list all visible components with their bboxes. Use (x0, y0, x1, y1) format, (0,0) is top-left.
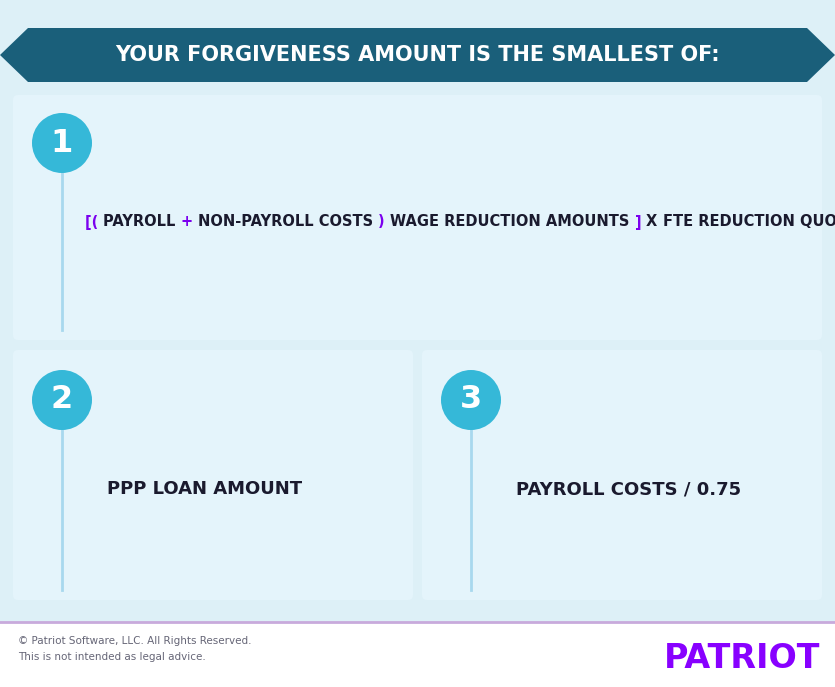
Text: ]: ] (635, 214, 646, 229)
Text: 1: 1 (51, 128, 73, 159)
FancyBboxPatch shape (13, 95, 822, 340)
Text: NON-PAYROLL COSTS: NON-PAYROLL COSTS (198, 214, 378, 229)
Text: X: X (646, 214, 663, 229)
FancyBboxPatch shape (422, 350, 822, 600)
Circle shape (441, 370, 501, 430)
Circle shape (32, 113, 92, 173)
FancyBboxPatch shape (28, 28, 807, 82)
Text: FTE REDUCTION QUOTIENT: FTE REDUCTION QUOTIENT (663, 214, 835, 229)
Text: © Patriot Software, LLC. All Rights Reserved.: © Patriot Software, LLC. All Rights Rese… (18, 636, 251, 646)
Text: 3: 3 (460, 385, 482, 416)
Polygon shape (0, 28, 28, 82)
Text: PAYROLL: PAYROLL (104, 214, 181, 229)
Circle shape (32, 370, 92, 430)
Text: PATRIOT: PATRIOT (664, 642, 820, 675)
Text: This is not intended as legal advice.: This is not intended as legal advice. (18, 652, 205, 662)
Text: WAGE REDUCTION AMOUNTS: WAGE REDUCTION AMOUNTS (390, 214, 635, 229)
FancyBboxPatch shape (13, 350, 413, 600)
Text: YOUR FORGIVENESS AMOUNT IS THE SMALLEST OF:: YOUR FORGIVENESS AMOUNT IS THE SMALLEST … (114, 45, 719, 65)
Polygon shape (807, 28, 835, 82)
Text: ): ) (378, 214, 390, 229)
Text: +: + (181, 214, 198, 229)
Text: 2: 2 (51, 385, 73, 416)
Text: [(: [( (85, 214, 104, 229)
FancyBboxPatch shape (0, 622, 835, 687)
Text: PPP LOAN AMOUNT: PPP LOAN AMOUNT (107, 480, 302, 498)
Text: PAYROLL COSTS / 0.75: PAYROLL COSTS / 0.75 (516, 480, 741, 498)
